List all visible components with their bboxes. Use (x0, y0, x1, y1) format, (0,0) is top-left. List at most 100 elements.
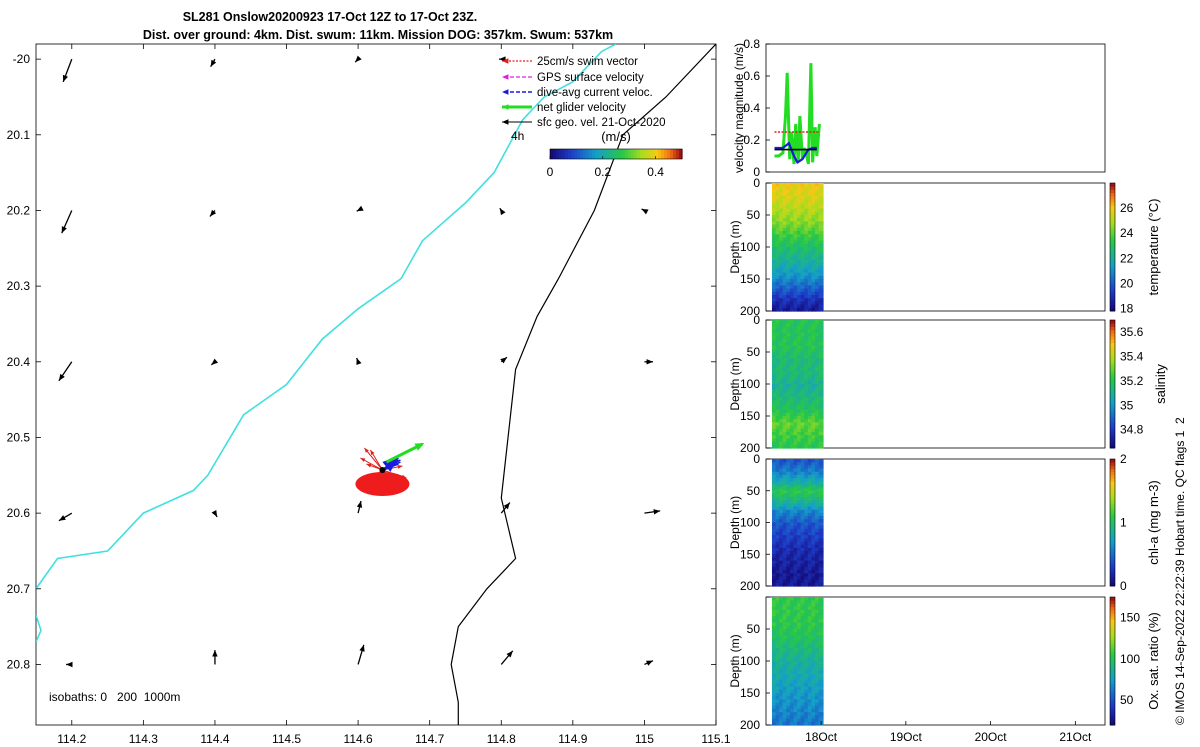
temperature-data-cell (789, 195, 795, 200)
salinity-data-cell (797, 432, 803, 436)
temperature-data-cell (779, 279, 785, 283)
chlorophyll-data-cell (786, 570, 792, 574)
velocity-y-tick-label: 0.2 (743, 133, 760, 147)
salinity-data-cell (793, 396, 799, 401)
chlorophyll-data-cell (818, 528, 824, 533)
map-colorbar-label: (m/s) (601, 129, 631, 144)
chlorophyll-data-cell (775, 532, 781, 536)
oxygen-data-cell (793, 661, 799, 665)
salinity-data-cell (815, 368, 821, 372)
current-vector-head (653, 509, 661, 515)
oxygen-data-cell (797, 625, 803, 630)
salinity-data-cell (775, 371, 781, 375)
chlorophyll-data-cell (786, 551, 792, 555)
map-colorbar-cell (643, 149, 647, 159)
salinity-data-cell (771, 444, 777, 449)
temperature-data-cell (804, 250, 810, 254)
temperature-data-cell (804, 199, 810, 203)
salinity-data-cell (797, 444, 803, 449)
temperature-data-cell (797, 231, 803, 235)
temperature-data-cell (818, 192, 824, 197)
temperature-data-cell (818, 195, 824, 200)
chlorophyll-data-cell (782, 535, 788, 539)
oxygen-data-cell (789, 686, 795, 691)
chlorophyll-data-cell (818, 541, 824, 546)
temperature-data-cell (793, 221, 799, 226)
oxygen-data-cell (800, 657, 806, 662)
chlorophyll-data-cell (815, 478, 821, 482)
chlorophyll-data-cell (775, 544, 781, 549)
salinity-data-cell (789, 352, 795, 356)
salinity-data-cell (807, 348, 813, 353)
oxygen-data-cell (815, 622, 821, 627)
salinity-data-cell (771, 355, 777, 359)
temperature-data-cell (782, 224, 788, 229)
salinity-data-cell (779, 419, 785, 423)
chlorophyll-data-cell (793, 485, 799, 489)
temperature-data-cell (818, 202, 824, 206)
temperature-data-cell (779, 266, 785, 270)
oxygen-colorbar-cell (1110, 680, 1115, 684)
temperature-data-cell (815, 266, 821, 270)
oxygen-data-cell (786, 680, 792, 684)
chlorophyll-data-cell (800, 489, 806, 492)
temperature-data-cell (797, 240, 803, 245)
chlorophyll-colorbar-cell (1110, 490, 1115, 495)
salinity-data-cell (779, 323, 785, 327)
oxygen-data-cell (818, 699, 824, 704)
salinity-colorbar-cell (1110, 342, 1115, 347)
salinity-data-cell (782, 320, 788, 324)
oxygen-data-cell (782, 667, 788, 672)
chlorophyll-data-cell (800, 560, 806, 565)
salinity-data-cell (782, 438, 788, 443)
salinity-data-cell (800, 355, 806, 359)
chlorophyll-data-cell (815, 468, 821, 473)
salinity-data-cell (793, 412, 799, 417)
chlorophyll-data-cell (771, 566, 777, 571)
chlorophyll-data-cell (789, 474, 795, 479)
oxygen-colorbar-cell (1110, 603, 1115, 608)
oxygen-data-cell (807, 616, 813, 620)
chlorophyll-data-cell (800, 582, 806, 587)
chlorophyll-data-cell (775, 560, 781, 565)
oxygen-data-cell (815, 619, 821, 624)
temperature-data-cell (793, 304, 799, 309)
temperature-data-cell (779, 211, 785, 216)
chlorophyll-data-cell (797, 544, 803, 549)
temperature-data-cell (789, 202, 795, 206)
oxygen-data-cell (811, 709, 817, 713)
salinity-data-cell (815, 416, 821, 420)
chlorophyll-data-cell (804, 544, 810, 549)
chlorophyll-data-cell (775, 478, 781, 482)
oxygen-data-cell (797, 654, 803, 659)
chlorophyll-data-cell (797, 576, 803, 581)
oxygen-data-cell (811, 648, 817, 652)
chlorophyll-data-cell (807, 535, 813, 539)
temperature-data-cell (800, 282, 806, 286)
chlorophyll-colorbar-frame (1109, 458, 1116, 587)
temperature-data-cell (811, 189, 817, 194)
temperature-data-cell (771, 208, 777, 213)
temperature-data-cell (815, 189, 821, 194)
oxygen-data-cell (800, 702, 806, 707)
oxygen-data-cell (789, 667, 795, 672)
salinity-colorbar-cell (1110, 374, 1115, 379)
oxygen-colorbar-cell (1110, 638, 1115, 643)
salinity-data-cell (811, 342, 817, 347)
salinity-data-cell (811, 406, 817, 411)
oxygen-data-cell (793, 680, 799, 684)
oxygen-data-cell (771, 709, 777, 713)
temperature-colorbar-cell (1110, 295, 1115, 299)
temperature-data-cell (771, 189, 777, 194)
temperature-data-cell (782, 275, 788, 280)
salinity-data-cell (811, 412, 817, 417)
chlorophyll-data-cell (789, 535, 795, 539)
chlorophyll-data-cell (779, 579, 785, 584)
salinity-colorbar-tick-label: 35.6 (1120, 325, 1144, 339)
temperature-data-cell (811, 295, 817, 299)
chlorophyll-data-cell (779, 465, 785, 470)
salinity-data-cell (782, 419, 788, 423)
salinity-data-cell (807, 419, 813, 423)
chlorophyll-data-cell (800, 516, 806, 520)
temperature-data-cell (797, 304, 803, 309)
